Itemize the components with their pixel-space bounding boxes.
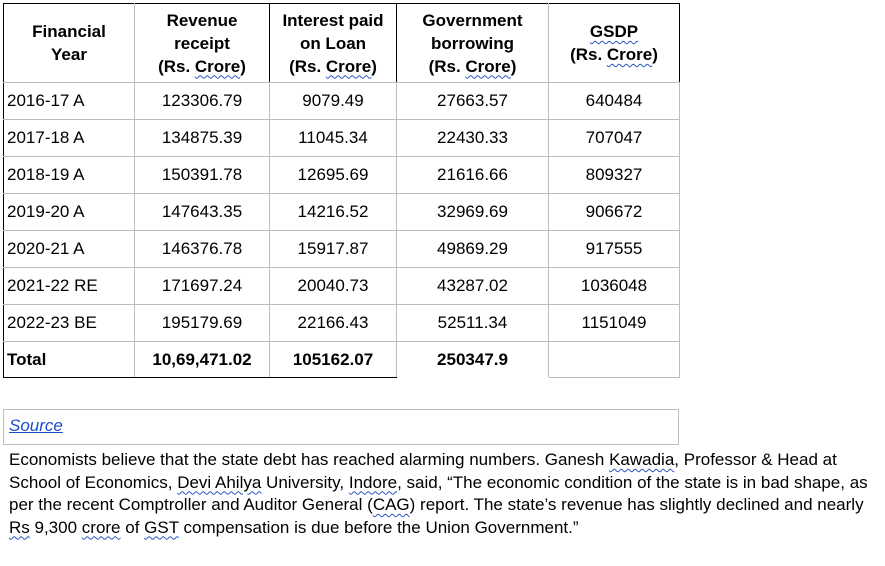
cell-gsdp: 1036048 bbox=[548, 267, 680, 305]
quote-paragraph: Economists believe that the state debt h… bbox=[9, 450, 868, 537]
cell-interest-paid: 20040.73 bbox=[269, 267, 397, 305]
cell-government-borrowing: 27663.57 bbox=[396, 82, 549, 120]
table-total-row: Total 10,69,471.02 105162.07 250347.9 bbox=[3, 341, 680, 378]
header-unit: (Rs. Crore) bbox=[428, 56, 517, 76]
cell-year: 2022-23 BE bbox=[3, 304, 135, 342]
cell-revenue-receipt: 146376.78 bbox=[134, 230, 270, 268]
cell-government-borrowing: 43287.02 bbox=[396, 267, 549, 305]
cell-interest-paid: 9079.49 bbox=[269, 82, 397, 120]
table-row: 2021-22 RE 171697.24 20040.73 43287.02 10360… bbox=[3, 267, 680, 305]
source-link[interactable]: Source bbox=[9, 416, 63, 435]
header-unit: (Rs. Crore) bbox=[289, 56, 377, 76]
cell-gsdp: 917555 bbox=[548, 230, 680, 268]
cell-gsdp: 707047 bbox=[548, 119, 680, 157]
cell-interest-paid: 14216.52 bbox=[269, 193, 397, 231]
total-interest-paid: 105162.07 bbox=[269, 341, 397, 378]
cell-year: 2018-19 A bbox=[3, 156, 135, 194]
cell-year: 2017-18 A bbox=[3, 119, 135, 157]
total-government-borrowing: 250347.9 bbox=[396, 341, 549, 378]
cell-revenue-receipt: 195179.69 bbox=[134, 304, 270, 342]
header-government-borrowing: Government borrowing (Rs. Crore) bbox=[396, 3, 549, 83]
cell-government-borrowing: 21616.66 bbox=[396, 156, 549, 194]
cell-interest-paid: 15917.87 bbox=[269, 230, 397, 268]
table-row: 2020-21 A 146376.78 15917.87 49869.29 917555 bbox=[3, 230, 680, 268]
cell-gsdp: 1151049 bbox=[548, 304, 680, 342]
total-label: Total bbox=[3, 341, 135, 378]
table-header-row: Financial Year Revenue receipt (Rs. Crore) … bbox=[3, 3, 680, 83]
table-row: 2016-17 A 123306.79 9079.49 27663.57 640484 bbox=[3, 82, 680, 120]
table-row: 2018-19 A 150391.78 12695.69 21616.66 809327 bbox=[3, 156, 680, 194]
cell-government-borrowing: 22430.33 bbox=[396, 119, 549, 157]
cell-revenue-receipt: 147643.35 bbox=[134, 193, 270, 231]
cell-revenue-receipt: 134875.39 bbox=[134, 119, 270, 157]
cell-government-borrowing: 49869.29 bbox=[396, 230, 549, 268]
source-box: Source bbox=[3, 409, 679, 445]
header-financial-year: Financial Year bbox=[3, 3, 135, 83]
cell-revenue-receipt: 171697.24 bbox=[134, 267, 270, 305]
cell-government-borrowing: 32969.69 bbox=[396, 193, 549, 231]
financial-table: Financial Year Revenue receipt (Rs. Crore) … bbox=[3, 3, 680, 378]
cell-gsdp: 809327 bbox=[548, 156, 680, 194]
header-unit: (Rs. Crore) bbox=[570, 45, 658, 64]
header-unit: (Rs. Crore) bbox=[158, 56, 246, 76]
cell-interest-paid: 22166.43 bbox=[269, 304, 397, 342]
cell-year: 2019-20 A bbox=[3, 193, 135, 231]
header-interest-paid: Interest paid on Loan (Rs. Crore) bbox=[269, 3, 397, 83]
cell-government-borrowing: 52511.34 bbox=[396, 304, 549, 342]
table-row: 2022-23 BE 195179.69 22166.43 52511.34 11510… bbox=[3, 304, 680, 342]
cell-gsdp: 640484 bbox=[548, 82, 680, 120]
cell-interest-paid: 11045.34 bbox=[269, 119, 397, 157]
cell-revenue-receipt: 123306.79 bbox=[134, 82, 270, 120]
table-row: 2019-20 A 147643.35 14216.52 32969.69 906672 bbox=[3, 193, 680, 231]
header-revenue-receipt: Revenue receipt (Rs. Crore) bbox=[134, 3, 270, 83]
cell-year: 2016-17 A bbox=[3, 82, 135, 120]
cell-interest-paid: 12695.69 bbox=[269, 156, 397, 194]
total-revenue-receipt: 10,69,471.02 bbox=[134, 341, 270, 378]
total-gsdp bbox=[548, 341, 680, 378]
cell-year: 2021-22 RE bbox=[3, 267, 135, 305]
cell-gsdp: 906672 bbox=[548, 193, 680, 231]
cell-year: 2020-21 A bbox=[3, 230, 135, 268]
table-row: 2017-18 A 134875.39 11045.34 22430.33 707047 bbox=[3, 119, 680, 157]
header-gsdp: GSDP (Rs. Crore) bbox=[548, 3, 680, 83]
cell-revenue-receipt: 150391.78 bbox=[134, 156, 270, 194]
